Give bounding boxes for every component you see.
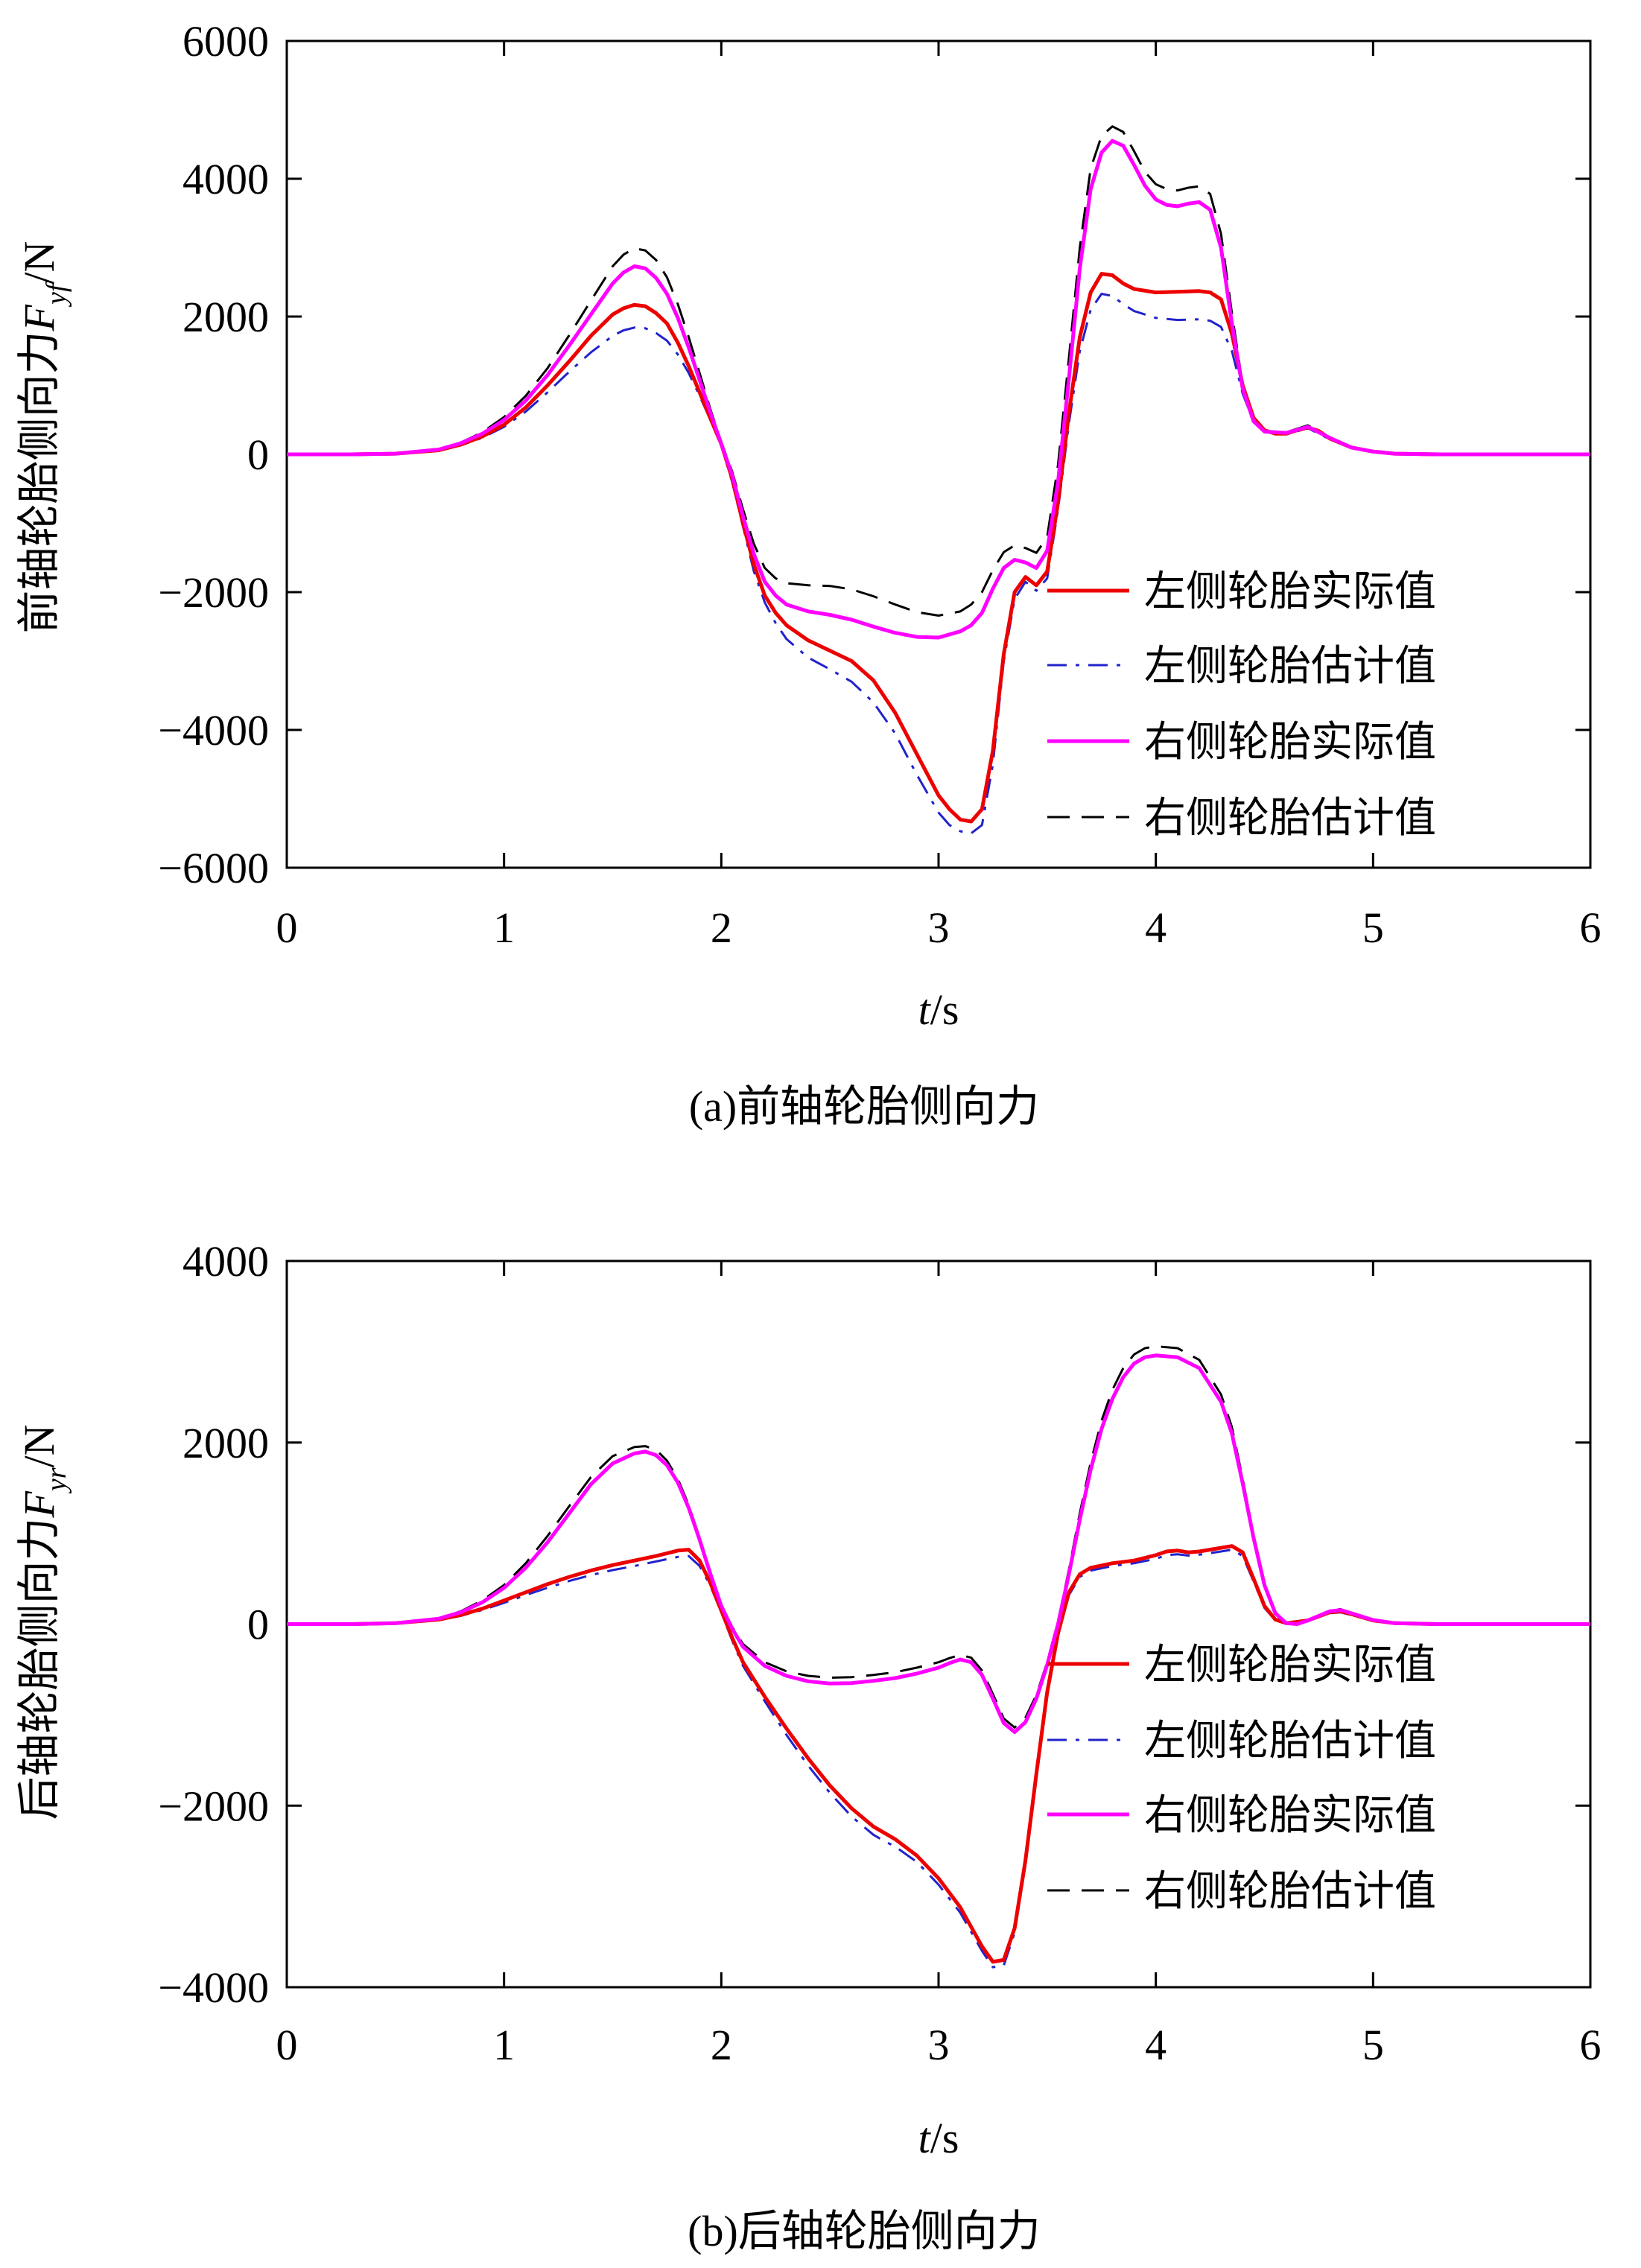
y-tick-label: 0: [247, 431, 269, 479]
legend-entry-label: 左侧轮胎实际值: [1144, 1642, 1436, 1689]
series-line: [287, 1353, 1590, 1734]
front-axle-chart: 0 1 2 3 4 5 6 −6000 −4000 −2000 0 2000 4000 6000 左侧轮胎实…: [15, 17, 1602, 1131]
y-tick-label: −4000: [158, 706, 269, 755]
y-tick-label: −6000: [158, 844, 269, 892]
x-tick-label: 3: [928, 903, 950, 952]
rear-axle-plot-area: 0 1 2 3 4 5 6 −4000 −2000 0 2000 4000 左侧轮胎实际值左侧轮胎估计值…: [158, 1237, 1601, 2069]
legend-entry-label: 右侧轮胎实际值: [1144, 1793, 1436, 1839]
series-paths: [287, 125, 1590, 835]
x-tick-label: 6: [1580, 903, 1602, 952]
y-label-unit: /N: [15, 241, 63, 285]
y-tick-label: 4000: [182, 1237, 269, 1286]
x-label-variable: t: [918, 2114, 932, 2162]
x-tick-label: 4: [1145, 903, 1167, 952]
y-label-text: 前轴轮胎侧向力: [15, 331, 63, 633]
legend-entry-label: 右侧轮胎估计值: [1144, 1869, 1436, 1915]
series-line: [287, 139, 1590, 640]
series-line: [287, 125, 1590, 617]
y-tick-label: −2000: [158, 568, 269, 617]
x-tick-label: 5: [1362, 2021, 1384, 2069]
rear-axle-chart: 0 1 2 3 4 5 6 −4000 −2000 0 2000 4000 左侧轮胎实际值左侧轮胎估计值…: [15, 1237, 1602, 2255]
y-label-variable: F: [15, 304, 63, 331]
front-axle-plot-area: 0 1 2 3 4 5 6 −6000 −4000 −2000 0 2000 4000 6000 左侧轮胎实…: [158, 17, 1601, 952]
x-tick-label: 4: [1145, 2021, 1167, 2069]
legend-entry-label: 左侧轮胎估计值: [1144, 1718, 1436, 1764]
x-tick-label: 0: [276, 2021, 298, 2069]
rear-x-axis-label: t/s: [918, 2114, 959, 2162]
y-label-subscript: yf: [41, 281, 72, 308]
y-tick-label: −4000: [158, 1963, 269, 2012]
x-label-unit: /s: [930, 985, 959, 1034]
y-tick-label: 4000: [182, 155, 269, 203]
y-label-variable: F: [15, 1491, 63, 1519]
y-tick-label: 6000: [182, 17, 269, 66]
rear-chart-caption: (b)后轴轮胎侧向力: [688, 2207, 1041, 2255]
x-tick-label: 6: [1580, 2021, 1602, 2069]
legend-entry-label: 左侧轮胎估计值: [1144, 644, 1436, 690]
x-tick-label: 1: [493, 2021, 515, 2069]
rear-y-axis-label: 后轴轮胎侧向力Fyr/N: [15, 1424, 72, 1820]
front-y-axis-label: 前轴轮胎侧向力Fyf/N: [15, 241, 72, 634]
series-paths: [287, 1345, 1590, 1969]
y-tick-label: 2000: [182, 1419, 269, 1467]
axes: 0 1 2 3 4 5 6 −6000 −4000 −2000 0 2000 4000 6000: [158, 17, 1601, 952]
series-line: [287, 293, 1590, 835]
x-tick-label: 5: [1362, 903, 1384, 952]
x-tick-label: 2: [711, 903, 732, 952]
x-label-unit: /s: [930, 2114, 959, 2162]
legend-entry-label: 右侧轮胎估计值: [1144, 795, 1436, 842]
y-tick-label: −2000: [158, 1782, 269, 1830]
x-tick-label: 2: [711, 2021, 732, 2069]
y-label-text: 后轴轮胎侧向力: [15, 1518, 63, 1820]
legend-entry-label: 左侧轮胎实际值: [1144, 569, 1436, 615]
x-label-variable: t: [918, 985, 932, 1034]
legend-entry-label: 右侧轮胎实际值: [1144, 720, 1436, 766]
x-tick-label: 0: [276, 903, 298, 952]
front-chart-caption: (a)前轴轮胎侧向力: [689, 1082, 1039, 1131]
x-tick-label: 3: [928, 2021, 950, 2069]
y-label-subscript: yr: [41, 1467, 72, 1494]
y-tick-label: 0: [247, 1601, 269, 1649]
front-x-axis-label: t/s: [918, 985, 959, 1034]
x-tick-label: 1: [493, 903, 515, 952]
series-line: [287, 1544, 1590, 1964]
y-tick-label: 2000: [182, 293, 269, 341]
y-label-unit: /N: [15, 1424, 63, 1467]
